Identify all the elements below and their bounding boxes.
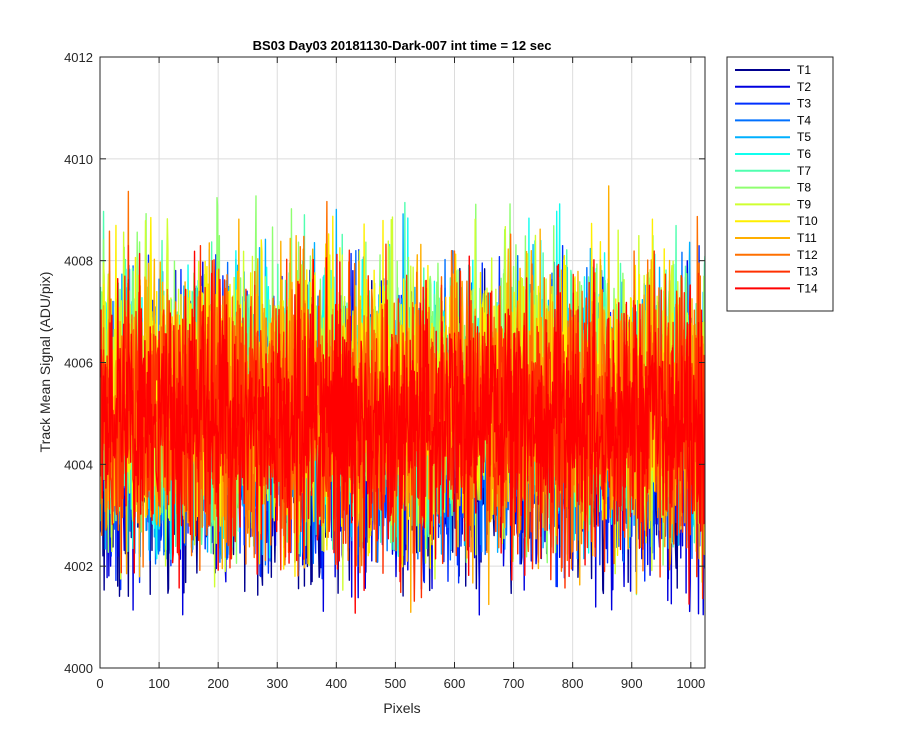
- x-tick-label: 500: [385, 676, 407, 691]
- legend-label-t4: T4: [797, 113, 811, 127]
- x-tick-label: 0: [96, 676, 103, 691]
- legend-label-t2: T2: [797, 80, 811, 94]
- x-tick-label: 900: [621, 676, 643, 691]
- x-tick-label: 700: [503, 676, 525, 691]
- series-layer: [100, 185, 705, 616]
- y-tick-label: 4006: [64, 356, 93, 371]
- legend-box: [726, 56, 834, 312]
- legend-label-t13: T13: [797, 265, 818, 279]
- legend-label-t6: T6: [797, 147, 811, 161]
- x-axis-label: Pixels: [383, 700, 420, 716]
- x-tick-label: 800: [562, 676, 584, 691]
- series-line-t13: [100, 243, 705, 602]
- x-tick-label: 100: [148, 676, 170, 691]
- y-tick-label: 4010: [64, 152, 93, 167]
- legend-label-t14: T14: [797, 281, 818, 295]
- chart-title: BS03 Day03 20181130-Dark-007 int time = …: [253, 38, 552, 53]
- legend-label-t7: T7: [797, 164, 811, 178]
- y-tick-label: 4002: [64, 559, 93, 574]
- y-tick-label: 4000: [64, 661, 93, 676]
- legend-label-t1: T1: [797, 63, 811, 77]
- series-line-t14: [100, 250, 705, 614]
- y-tick-label: 4004: [64, 457, 93, 472]
- ticks: 0 100 200 300 400 500 600 700 800 900 1000 4000 4002…: [64, 50, 705, 691]
- legend-label-t11: T11: [797, 231, 817, 245]
- x-tick-label: 600: [444, 676, 466, 691]
- legend-label-t3: T3: [797, 97, 811, 111]
- x-tick-label: 200: [207, 676, 229, 691]
- y-axis-label: Track Mean Signal (ADU/pix): [37, 272, 53, 453]
- y-tick-label: 4008: [64, 254, 93, 269]
- x-tick-label: 1000: [676, 676, 705, 691]
- legend-label-t10: T10: [797, 214, 818, 228]
- y-tick-label: 4012: [64, 50, 93, 65]
- legend-label-t9: T9: [797, 197, 811, 211]
- legend-label-t12: T12: [797, 248, 818, 262]
- legend[interactable]: T1 T2 T3 T4 T5 T6 T7 T8 T9 T10 T11 T12 T13 T14: [726, 56, 834, 312]
- x-tick-label: 300: [266, 676, 288, 691]
- x-tick-label: 400: [325, 676, 347, 691]
- legend-label-t5: T5: [797, 130, 811, 144]
- legend-label-t8: T8: [797, 181, 811, 195]
